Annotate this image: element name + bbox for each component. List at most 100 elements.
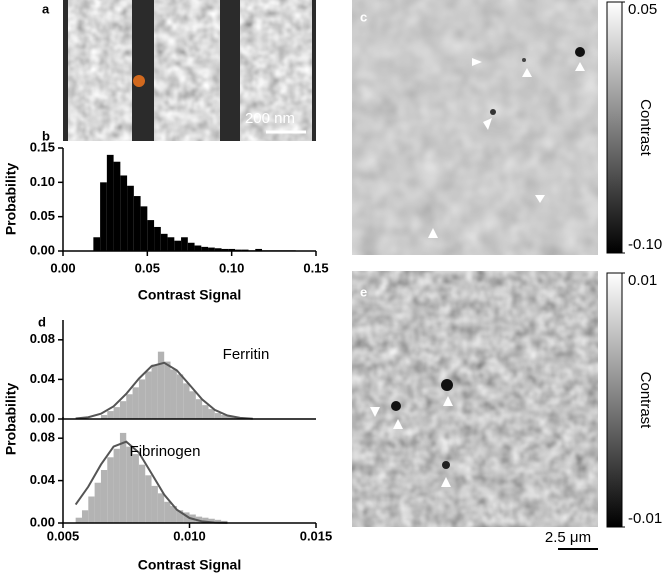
colorbar-tick-label: 0.01	[628, 272, 657, 289]
fit-line	[75, 361, 253, 420]
bar	[202, 517, 209, 523]
bar	[119, 432, 127, 523]
bar	[147, 220, 155, 251]
bar	[126, 394, 133, 419]
colorbar-tick-label: 0.05	[628, 1, 657, 18]
fit-line	[74, 440, 228, 524]
bar	[94, 482, 101, 523]
y-axis-label: Probability	[3, 163, 19, 236]
colorbar	[606, 1, 623, 254]
x-tick-label: 0.00	[50, 260, 75, 275]
bar	[164, 361, 171, 419]
bar	[181, 237, 188, 251]
x-axis-label: Contrast Signal	[138, 287, 241, 303]
y-tick-label: 0.04	[30, 371, 56, 386]
colorbar	[606, 272, 623, 528]
colorbar-label: Contrast	[637, 99, 654, 157]
bar	[189, 391, 196, 419]
bar	[113, 407, 120, 419]
bar	[151, 485, 158, 523]
bar	[140, 206, 148, 251]
bar	[138, 464, 146, 523]
y-tick-label: 0.00	[30, 514, 55, 529]
bar	[88, 496, 95, 523]
x-tick-label: 0.015	[300, 528, 333, 543]
y-tick-label: 0.00	[30, 242, 55, 257]
panel-label: b	[42, 128, 50, 143]
x-tick-label: 0.005	[47, 528, 80, 543]
bar	[214, 413, 222, 419]
x-tick-label: 0.05	[135, 260, 160, 275]
bar	[187, 242, 195, 251]
bar	[160, 233, 168, 251]
bar	[132, 387, 139, 419]
bar	[93, 237, 101, 251]
bar	[214, 519, 222, 523]
bar	[157, 493, 165, 523]
bar	[138, 379, 146, 419]
bar	[145, 475, 152, 523]
panel-label: c	[360, 9, 367, 24]
x-tick-label: 0.010	[173, 528, 206, 543]
bar	[132, 454, 139, 523]
bar	[183, 512, 190, 523]
panel-label: d	[38, 314, 46, 329]
bar	[120, 175, 128, 251]
bar	[176, 374, 184, 419]
y-tick-label: 0.10	[30, 174, 55, 189]
bar	[227, 416, 234, 419]
y-tick-label: 0.15	[30, 139, 55, 154]
bar	[81, 510, 89, 523]
bar	[255, 248, 263, 251]
bar	[183, 383, 190, 419]
bar	[157, 351, 165, 419]
y-tick-label: 0.05	[30, 208, 55, 223]
bar	[195, 399, 203, 419]
panel-label: a	[42, 1, 50, 16]
bar	[167, 237, 175, 251]
bar	[75, 517, 82, 523]
bar	[107, 411, 114, 419]
microscopy-image	[352, 0, 598, 255]
bar	[113, 448, 120, 523]
scale-bar-label: 2.5 μm	[545, 529, 591, 546]
bar	[106, 154, 114, 251]
colorbar-label: Contrast	[637, 372, 654, 430]
bar	[176, 510, 184, 523]
panel-label: e	[360, 284, 367, 299]
annotation: Ferritin	[223, 346, 270, 363]
bar	[202, 405, 209, 419]
bar	[151, 364, 158, 419]
annotation: Fibrinogen	[130, 443, 201, 460]
bar	[228, 248, 236, 251]
bar	[100, 415, 108, 419]
scale-bar-label: 200 nm	[245, 110, 295, 127]
colorbar-tick-label: -0.01	[628, 510, 662, 527]
bar	[194, 245, 202, 251]
x-tick-label: 0.10	[219, 260, 244, 275]
x-tick-label: 0.15	[303, 260, 328, 275]
bar	[170, 369, 177, 419]
bar	[221, 248, 229, 251]
microscopy-image	[352, 271, 598, 527]
y-tick-label: 0.00	[30, 410, 55, 425]
bar	[221, 415, 228, 419]
y-tick-label: 0.04	[30, 472, 56, 487]
bar	[100, 182, 107, 251]
bar	[170, 506, 177, 523]
bar	[208, 518, 215, 523]
bar	[208, 247, 215, 251]
bar	[174, 240, 182, 251]
bar	[145, 371, 152, 419]
bar	[214, 248, 222, 251]
y-tick-label: 0.08	[30, 430, 55, 445]
colorbar-tick-label: -0.10	[628, 236, 662, 253]
bar	[164, 501, 171, 523]
bar	[127, 185, 134, 251]
bar	[100, 470, 108, 523]
bar	[201, 246, 209, 251]
x-axis-label: Contrast Signal	[138, 557, 241, 573]
bar	[133, 196, 141, 251]
sem-image	[63, 0, 316, 141]
